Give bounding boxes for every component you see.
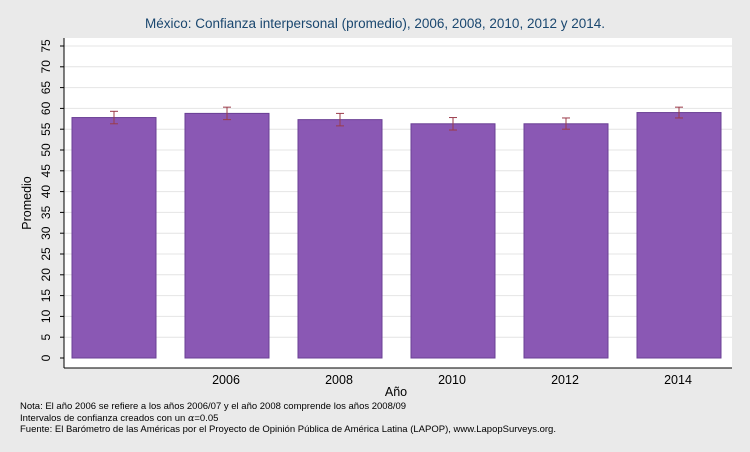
plot-background — [64, 38, 732, 368]
y-tick-label: 65 — [39, 81, 53, 95]
y-axis-label: Promedio — [20, 176, 34, 230]
bar — [410, 123, 496, 359]
bar — [71, 117, 157, 359]
note-line-2-suffix: =0.05 — [194, 412, 219, 424]
y-tick-label: 5 — [39, 334, 53, 341]
x-tick-label: 2012 — [551, 373, 579, 387]
y-tick-label: 35 — [39, 205, 53, 219]
x-tick-label: 2008 — [325, 373, 353, 387]
y-tick-label: 30 — [39, 226, 53, 240]
y-tick-label: 45 — [39, 164, 53, 178]
y-tick-label: 50 — [39, 143, 53, 157]
y-tick-label: 25 — [39, 247, 53, 261]
chart-title: México: Confianza interpersonal (promedi… — [144, 16, 606, 31]
bar — [297, 119, 383, 359]
x-tick-label: 2014 — [664, 373, 692, 387]
x-tick-label: 2010 — [438, 373, 466, 387]
chart-notes: Nota: El año 2006 se refiere a los años … — [20, 401, 556, 436]
y-tick-label: 75 — [39, 39, 53, 53]
y-tick-label: 10 — [39, 309, 53, 323]
y-tick-label: 60 — [39, 101, 53, 115]
y-tick-label: 70 — [39, 60, 53, 74]
bar — [523, 123, 609, 359]
note-line-2: Intervalos de confianza creados con un α… — [20, 413, 556, 425]
bar — [636, 112, 722, 359]
x-tick-label: 2006 — [212, 373, 240, 387]
note-line-3: Fuente: El Barómetro de las Américas por… — [20, 424, 556, 435]
y-tick-label: 0 — [39, 354, 53, 361]
alpha-symbol: α — [187, 412, 195, 424]
x-axis-label: Año — [385, 385, 407, 399]
y-tick-label: 55 — [39, 122, 53, 136]
y-tick-label: 20 — [39, 268, 53, 282]
note-line-1: Nota: El año 2006 se refiere a los años … — [20, 401, 407, 412]
y-tick-label: 40 — [39, 185, 53, 199]
bar — [184, 112, 270, 359]
note-line-2-prefix: Intervalos de confianza creados con un — [20, 412, 188, 424]
y-tick-label: 15 — [39, 289, 53, 303]
